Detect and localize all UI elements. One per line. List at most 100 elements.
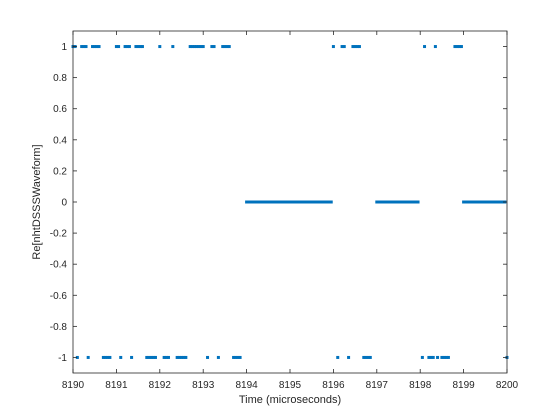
data-point (433, 45, 437, 49)
x-tick-label: 8195 (279, 380, 302, 391)
data-point (481, 200, 485, 204)
data-point (175, 355, 179, 359)
data-point (284, 200, 288, 204)
data-point (453, 45, 457, 49)
data-point (188, 45, 192, 49)
data-point (136, 45, 140, 49)
data-point (494, 200, 498, 204)
data-point (414, 200, 418, 204)
data-point (295, 200, 299, 204)
data-point (273, 200, 277, 204)
data-point (264, 200, 268, 204)
data-point (377, 200, 381, 204)
data-point (195, 45, 199, 49)
data-point (101, 355, 105, 359)
data-point (392, 200, 396, 204)
data-point (234, 355, 238, 359)
data-point (455, 45, 459, 49)
data-point (485, 200, 489, 204)
data-point (216, 355, 220, 359)
data-point (206, 355, 210, 359)
data-point (299, 200, 303, 204)
data-point (407, 200, 411, 204)
data-point (260, 200, 264, 204)
data-point (446, 355, 450, 359)
data-point (286, 200, 290, 204)
data-point (182, 355, 186, 359)
data-point (394, 200, 398, 204)
data-point (327, 200, 331, 204)
data-point (130, 355, 134, 359)
data-point (316, 200, 320, 204)
data-point (93, 45, 97, 49)
data-point (158, 45, 162, 49)
data-point (323, 200, 327, 204)
data-point (212, 45, 216, 49)
data-point (388, 200, 392, 204)
data-point (225, 45, 229, 49)
data-markers (71, 45, 509, 359)
y-tick-label: 0.2 (53, 166, 67, 177)
data-point (247, 200, 251, 204)
x-tick-label: 8200 (496, 380, 519, 391)
data-point (444, 355, 448, 359)
data-point (221, 45, 225, 49)
data-point (190, 45, 194, 49)
data-point (95, 45, 99, 49)
data-point (492, 200, 496, 204)
x-tick-label: 8192 (149, 380, 172, 391)
data-point (477, 200, 481, 204)
y-tick-label: -1 (58, 353, 67, 364)
data-point (347, 355, 351, 359)
data-point (210, 45, 214, 49)
y-tick-label: -0.4 (50, 260, 68, 271)
data-point (464, 200, 468, 204)
data-point (397, 200, 400, 204)
x-axis-label: Time (microseconds) (239, 394, 341, 406)
x-tick-label: 8191 (105, 380, 128, 391)
x-tick-label: 8198 (409, 380, 432, 391)
data-point (470, 200, 474, 204)
data-point (106, 355, 110, 359)
data-point (138, 45, 142, 49)
data-point (342, 45, 346, 49)
data-point (301, 200, 305, 204)
data-point (381, 200, 385, 204)
data-point (375, 200, 379, 204)
data-point (277, 200, 281, 204)
data-point (197, 45, 201, 49)
data-point (336, 355, 340, 359)
data-point (245, 200, 249, 204)
data-point (279, 200, 283, 204)
data-point (266, 200, 270, 204)
data-point (104, 355, 108, 359)
data-point (390, 200, 394, 204)
data-point (427, 355, 431, 359)
data-point (288, 200, 292, 204)
data-point (147, 355, 151, 359)
data-point (353, 45, 357, 49)
data-point (403, 200, 407, 204)
data-point (251, 200, 255, 204)
data-point (318, 200, 322, 204)
data-point (249, 200, 253, 204)
data-point (271, 200, 275, 204)
y-tick-label: -0.2 (50, 229, 68, 240)
y-tick-label: -0.8 (50, 322, 68, 333)
y-tick-label: 1 (61, 42, 67, 53)
data-point (357, 45, 361, 49)
data-point (262, 200, 266, 204)
data-point (223, 45, 227, 49)
data-point (281, 200, 285, 204)
data-point (423, 45, 427, 49)
data-point (440, 355, 444, 359)
data-point (201, 45, 205, 49)
data-point (177, 355, 181, 359)
data-point (401, 200, 405, 204)
data-point (405, 200, 409, 204)
data-point (340, 45, 344, 49)
x-tick-label: 8197 (366, 380, 389, 391)
y-tick-label: -0.6 (50, 291, 68, 302)
data-point (108, 355, 112, 359)
y-axis-ticks: 1 0.8 0.6 0.4 0.2 0 -0.2 -0.4 -0.6 -0.8 -1 (50, 42, 507, 364)
